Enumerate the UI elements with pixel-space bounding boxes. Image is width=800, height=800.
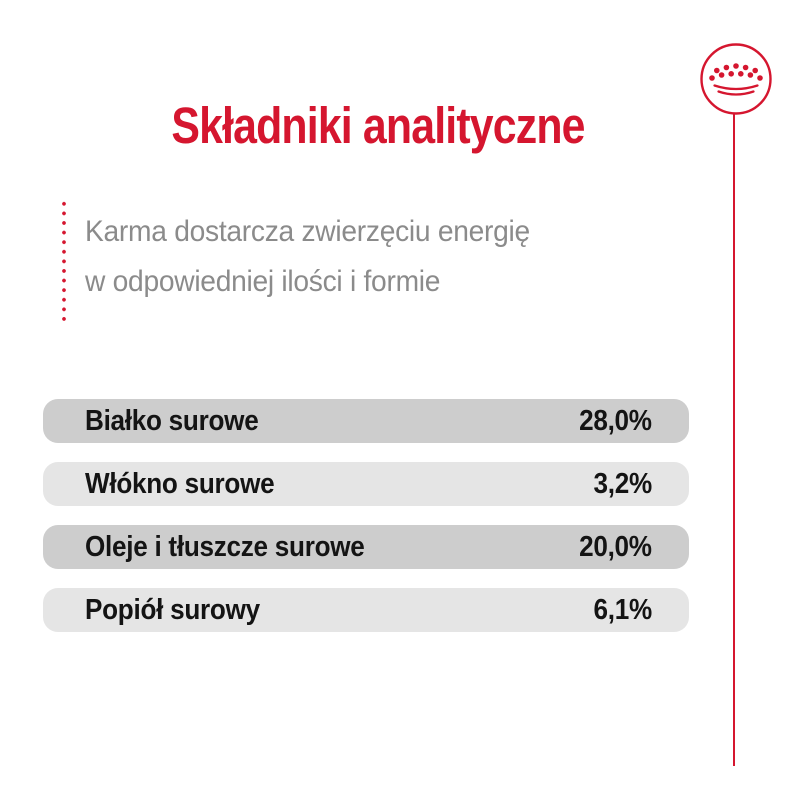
row-value: 28,0%: [579, 404, 652, 437]
table-row: Włókno surowe 3,2%: [43, 462, 689, 506]
page-title: Składniki analityczne: [171, 97, 585, 155]
row-label: Włókno surowe: [85, 467, 275, 500]
intro-line-2: w odpowiedniej ilości i formie: [85, 265, 441, 298]
analytical-table: Białko surowe 28,0% Włókno surowe 3,2% O…: [43, 399, 689, 651]
row-value: 20,0%: [579, 530, 652, 563]
crown-bands: [713, 84, 759, 96]
intro-line-1: Karma dostarcza zwierzęciu energię: [85, 215, 530, 248]
row-label: Popiół surowy: [85, 593, 260, 626]
row-value: 6,1%: [593, 593, 653, 626]
table-row: Oleje i tłuszcze surowe 20,0%: [43, 525, 689, 569]
row-label: Oleje i tłuszcze surowe: [85, 530, 365, 563]
brand-vertical-rule: [733, 113, 735, 766]
row-label: Białko surowe: [85, 404, 259, 437]
table-row: Popiół surowy 6,1%: [43, 588, 689, 632]
crown-dots: [709, 63, 763, 81]
royal-canin-crown-icon: [700, 43, 772, 115]
intro-text: Karma dostarcza zwierzęciu energię w odp…: [85, 207, 530, 307]
table-row: Białko surowe 28,0%: [43, 399, 689, 443]
row-value: 3,2%: [593, 467, 653, 500]
dotted-accent-line: [61, 199, 67, 325]
